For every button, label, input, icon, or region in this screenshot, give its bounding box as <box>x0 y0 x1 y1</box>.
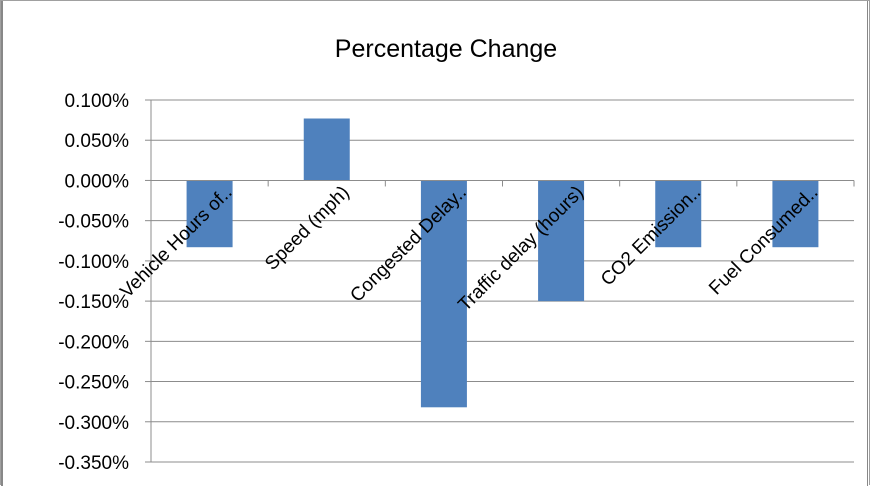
bar <box>772 180 819 248</box>
y-tick-label: 0.000% <box>65 171 130 192</box>
gridlines <box>151 99 854 463</box>
bar <box>655 180 702 248</box>
y-tick-label: -0.250% <box>58 373 129 394</box>
bar <box>303 118 350 181</box>
x-axis-labels: Vehicle Hours of.. Speed (mph)Congested D… <box>116 179 855 316</box>
y-tick-label: -0.200% <box>58 332 129 353</box>
bar <box>538 180 585 302</box>
y-tick-label: -0.150% <box>58 292 129 313</box>
chart-title: Percentage Change <box>335 35 557 63</box>
y-tick-label: 0.100% <box>65 91 130 112</box>
frame-left-edge <box>1 1 3 486</box>
bar <box>186 180 233 248</box>
y-tick-label: -0.350% <box>58 453 129 474</box>
bar <box>420 180 467 408</box>
bars <box>186 118 819 408</box>
y-tick-label: -0.050% <box>58 212 129 233</box>
y-tick-label: -0.100% <box>58 252 129 273</box>
frame-right-edge <box>867 1 868 486</box>
y-axis: 0.100% 0.050% 0.000% -0.050% -0.100% -0.150% -… <box>58 91 152 474</box>
y-tick-label: -0.300% <box>58 413 129 434</box>
y-tick-label: 0.050% <box>65 131 130 152</box>
